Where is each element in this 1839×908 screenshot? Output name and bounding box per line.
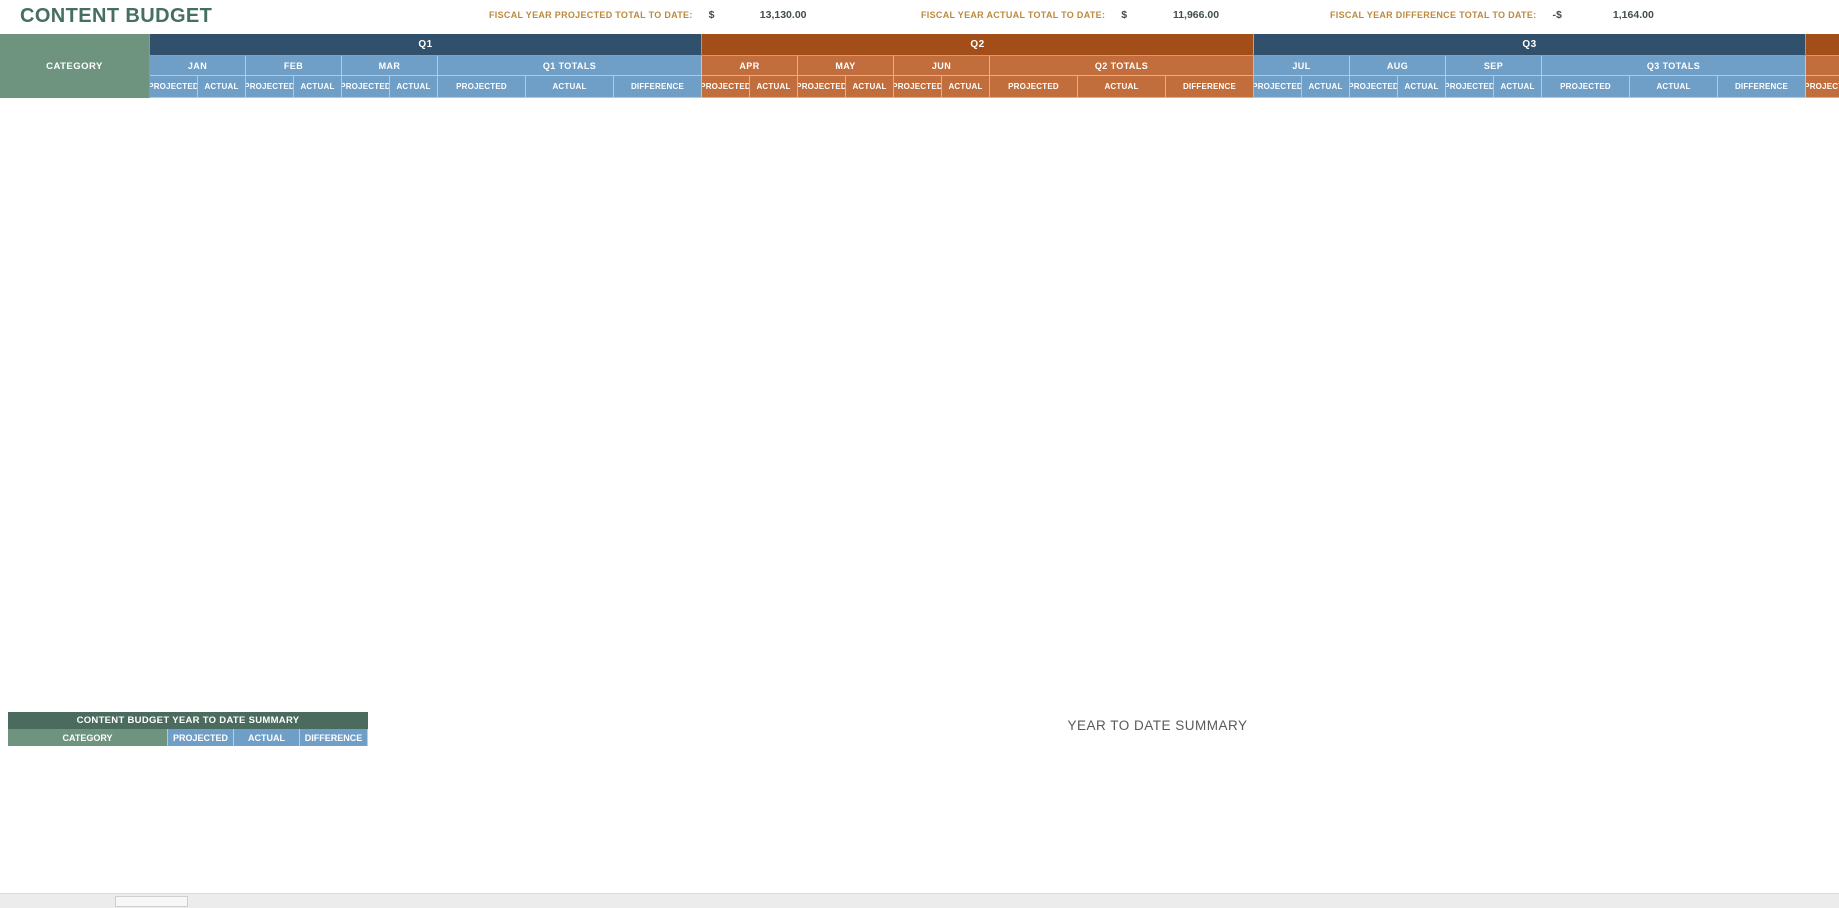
subheader-actual[interactable]: ACTUAL (750, 76, 798, 98)
subheader-projected[interactable]: PROJECTED (150, 76, 198, 98)
bottom-scrollbar-track[interactable] (0, 893, 1839, 908)
stat-value: 11,966.00 (1172, 9, 1220, 21)
subheader-actual[interactable]: ACTUAL (1398, 76, 1446, 98)
stat-actual-total: FISCAL YEAR ACTUAL TOTAL TO DATE: $ 11,9… (921, 9, 1219, 21)
summary-header-row: CATEGORY PROJECTED ACTUAL DIFFERENCE (8, 729, 368, 746)
month-header-q3-2[interactable]: AUG (1350, 56, 1446, 76)
summary-col-actual[interactable]: ACTUAL (234, 729, 300, 746)
subheader-projected[interactable]: PROJECTED (342, 76, 390, 98)
quarter-header-3[interactable]: Q3 (1254, 34, 1806, 56)
quarter-totals-header-1[interactable]: Q1 TOTALS (438, 56, 702, 76)
stat-label: FISCAL YEAR DIFFERENCE TOTAL TO DATE: (1330, 10, 1537, 20)
subheader-projected[interactable]: PROJECTED (1254, 76, 1302, 98)
month-header-q1-1[interactable]: JAN (150, 56, 246, 76)
month-header-q2-3[interactable]: JUN (894, 56, 990, 76)
subheader-projected[interactable]: PROJECTED (1446, 76, 1494, 98)
stat-label: FISCAL YEAR PROJECTED TOTAL TO DATE: (489, 10, 693, 20)
subheader-projected[interactable]: PROJECTED (1806, 76, 1839, 98)
subheader-actual[interactable]: ACTUAL (390, 76, 438, 98)
quarter-header-1[interactable]: Q1 (150, 34, 702, 56)
chart-title: YEAR TO DATE SUMMARY (1067, 718, 1248, 733)
month-header-q1-2[interactable]: FEB (246, 56, 342, 76)
currency-symbol: $ (1121, 9, 1128, 21)
month-header-q2-1[interactable]: APR (702, 56, 798, 76)
summary-col-difference[interactable]: DIFFERENCE (300, 729, 368, 746)
currency-symbol: -$ (1552, 9, 1562, 21)
month-header-q4-1[interactable] (1806, 56, 1839, 76)
stat-label: FISCAL YEAR ACTUAL TOTAL TO DATE: (921, 10, 1106, 20)
subheader-actual[interactable]: ACTUAL (1630, 76, 1718, 98)
subheader-actual[interactable]: ACTUAL (294, 76, 342, 98)
quarter-header-2[interactable]: Q2 (702, 34, 1254, 56)
category-column-header[interactable]: CATEGORY (0, 34, 150, 98)
quarter-totals-header-2[interactable]: Q2 TOTALS (990, 56, 1254, 76)
stat-value: 13,130.00 (759, 9, 807, 21)
subheader-projected[interactable]: PROJECTED (990, 76, 1078, 98)
summary-col-projected[interactable]: PROJECTED (168, 729, 234, 746)
subheader-projected[interactable]: PROJECTED (798, 76, 846, 98)
page-header: CONTENT BUDGET FISCAL YEAR PROJECTED TOT… (0, 0, 1839, 34)
subheader-actual[interactable]: ACTUAL (1078, 76, 1166, 98)
subheader-row: PROJECTED ACTUAL PROJECTED ACTUAL PROJECTED A… (0, 76, 1839, 98)
month-header-q3-1[interactable]: JUL (1254, 56, 1350, 76)
scrollbar-thumb[interactable] (115, 896, 188, 907)
subheader-projected[interactable]: PROJECTED (1350, 76, 1398, 98)
stat-difference-total: FISCAL YEAR DIFFERENCE TOTAL TO DATE: -$… (1330, 9, 1654, 21)
subheader-projected[interactable]: PROJECTED (702, 76, 750, 98)
subheader-actual[interactable]: ACTUAL (526, 76, 614, 98)
quarter-totals-header-3[interactable]: Q3 TOTALS (1542, 56, 1806, 76)
subheader-projected[interactable]: PROJECTED (438, 76, 526, 98)
subheader-actual[interactable]: ACTUAL (846, 76, 894, 98)
stat-projected-total: FISCAL YEAR PROJECTED TOTAL TO DATE: $ 1… (489, 9, 807, 21)
stat-value: 1,164.00 (1612, 9, 1654, 21)
quarter-header-4[interactable] (1806, 34, 1839, 56)
currency-symbol: $ (708, 9, 715, 21)
month-header-q1-3[interactable]: MAR (342, 56, 438, 76)
table-header: Q1 Q2 Q3 JAN FEB MAR Q1 TOTALS APR MAY JUN Q2 TOTA… (0, 34, 1839, 98)
subheader-projected[interactable]: PROJECTED (894, 76, 942, 98)
subheader-projected[interactable]: PROJECTED (1542, 76, 1630, 98)
subheader-actual[interactable]: ACTUAL (1494, 76, 1542, 98)
page-title: CONTENT BUDGET (20, 5, 213, 27)
quarter-header-row: Q1 Q2 Q3 (0, 34, 1839, 56)
summary-col-category[interactable]: CATEGORY (8, 729, 168, 746)
summary-title: CONTENT BUDGET YEAR TO DATE SUMMARY (8, 712, 368, 729)
subheader-actual[interactable]: ACTUAL (1302, 76, 1350, 98)
subheader-projected[interactable]: PROJECTED (246, 76, 294, 98)
subheader-difference[interactable]: DIFFERENCE (1166, 76, 1254, 98)
subheader-actual[interactable]: ACTUAL (198, 76, 246, 98)
budget-table: Q1 Q2 Q3 JAN FEB MAR Q1 TOTALS APR MAY JUN Q2 TOTA… (0, 34, 1839, 98)
subheader-difference[interactable]: DIFFERENCE (614, 76, 702, 98)
month-header-q3-3[interactable]: SEP (1446, 56, 1542, 76)
subheader-actual[interactable]: ACTUAL (942, 76, 990, 98)
subheader-difference[interactable]: DIFFERENCE (1718, 76, 1806, 98)
ytd-summary-table: CONTENT BUDGET YEAR TO DATE SUMMARY CATE… (8, 712, 368, 746)
month-header-q2-2[interactable]: MAY (798, 56, 894, 76)
month-header-row: JAN FEB MAR Q1 TOTALS APR MAY JUN Q2 TOTALS JUL A… (0, 56, 1839, 76)
